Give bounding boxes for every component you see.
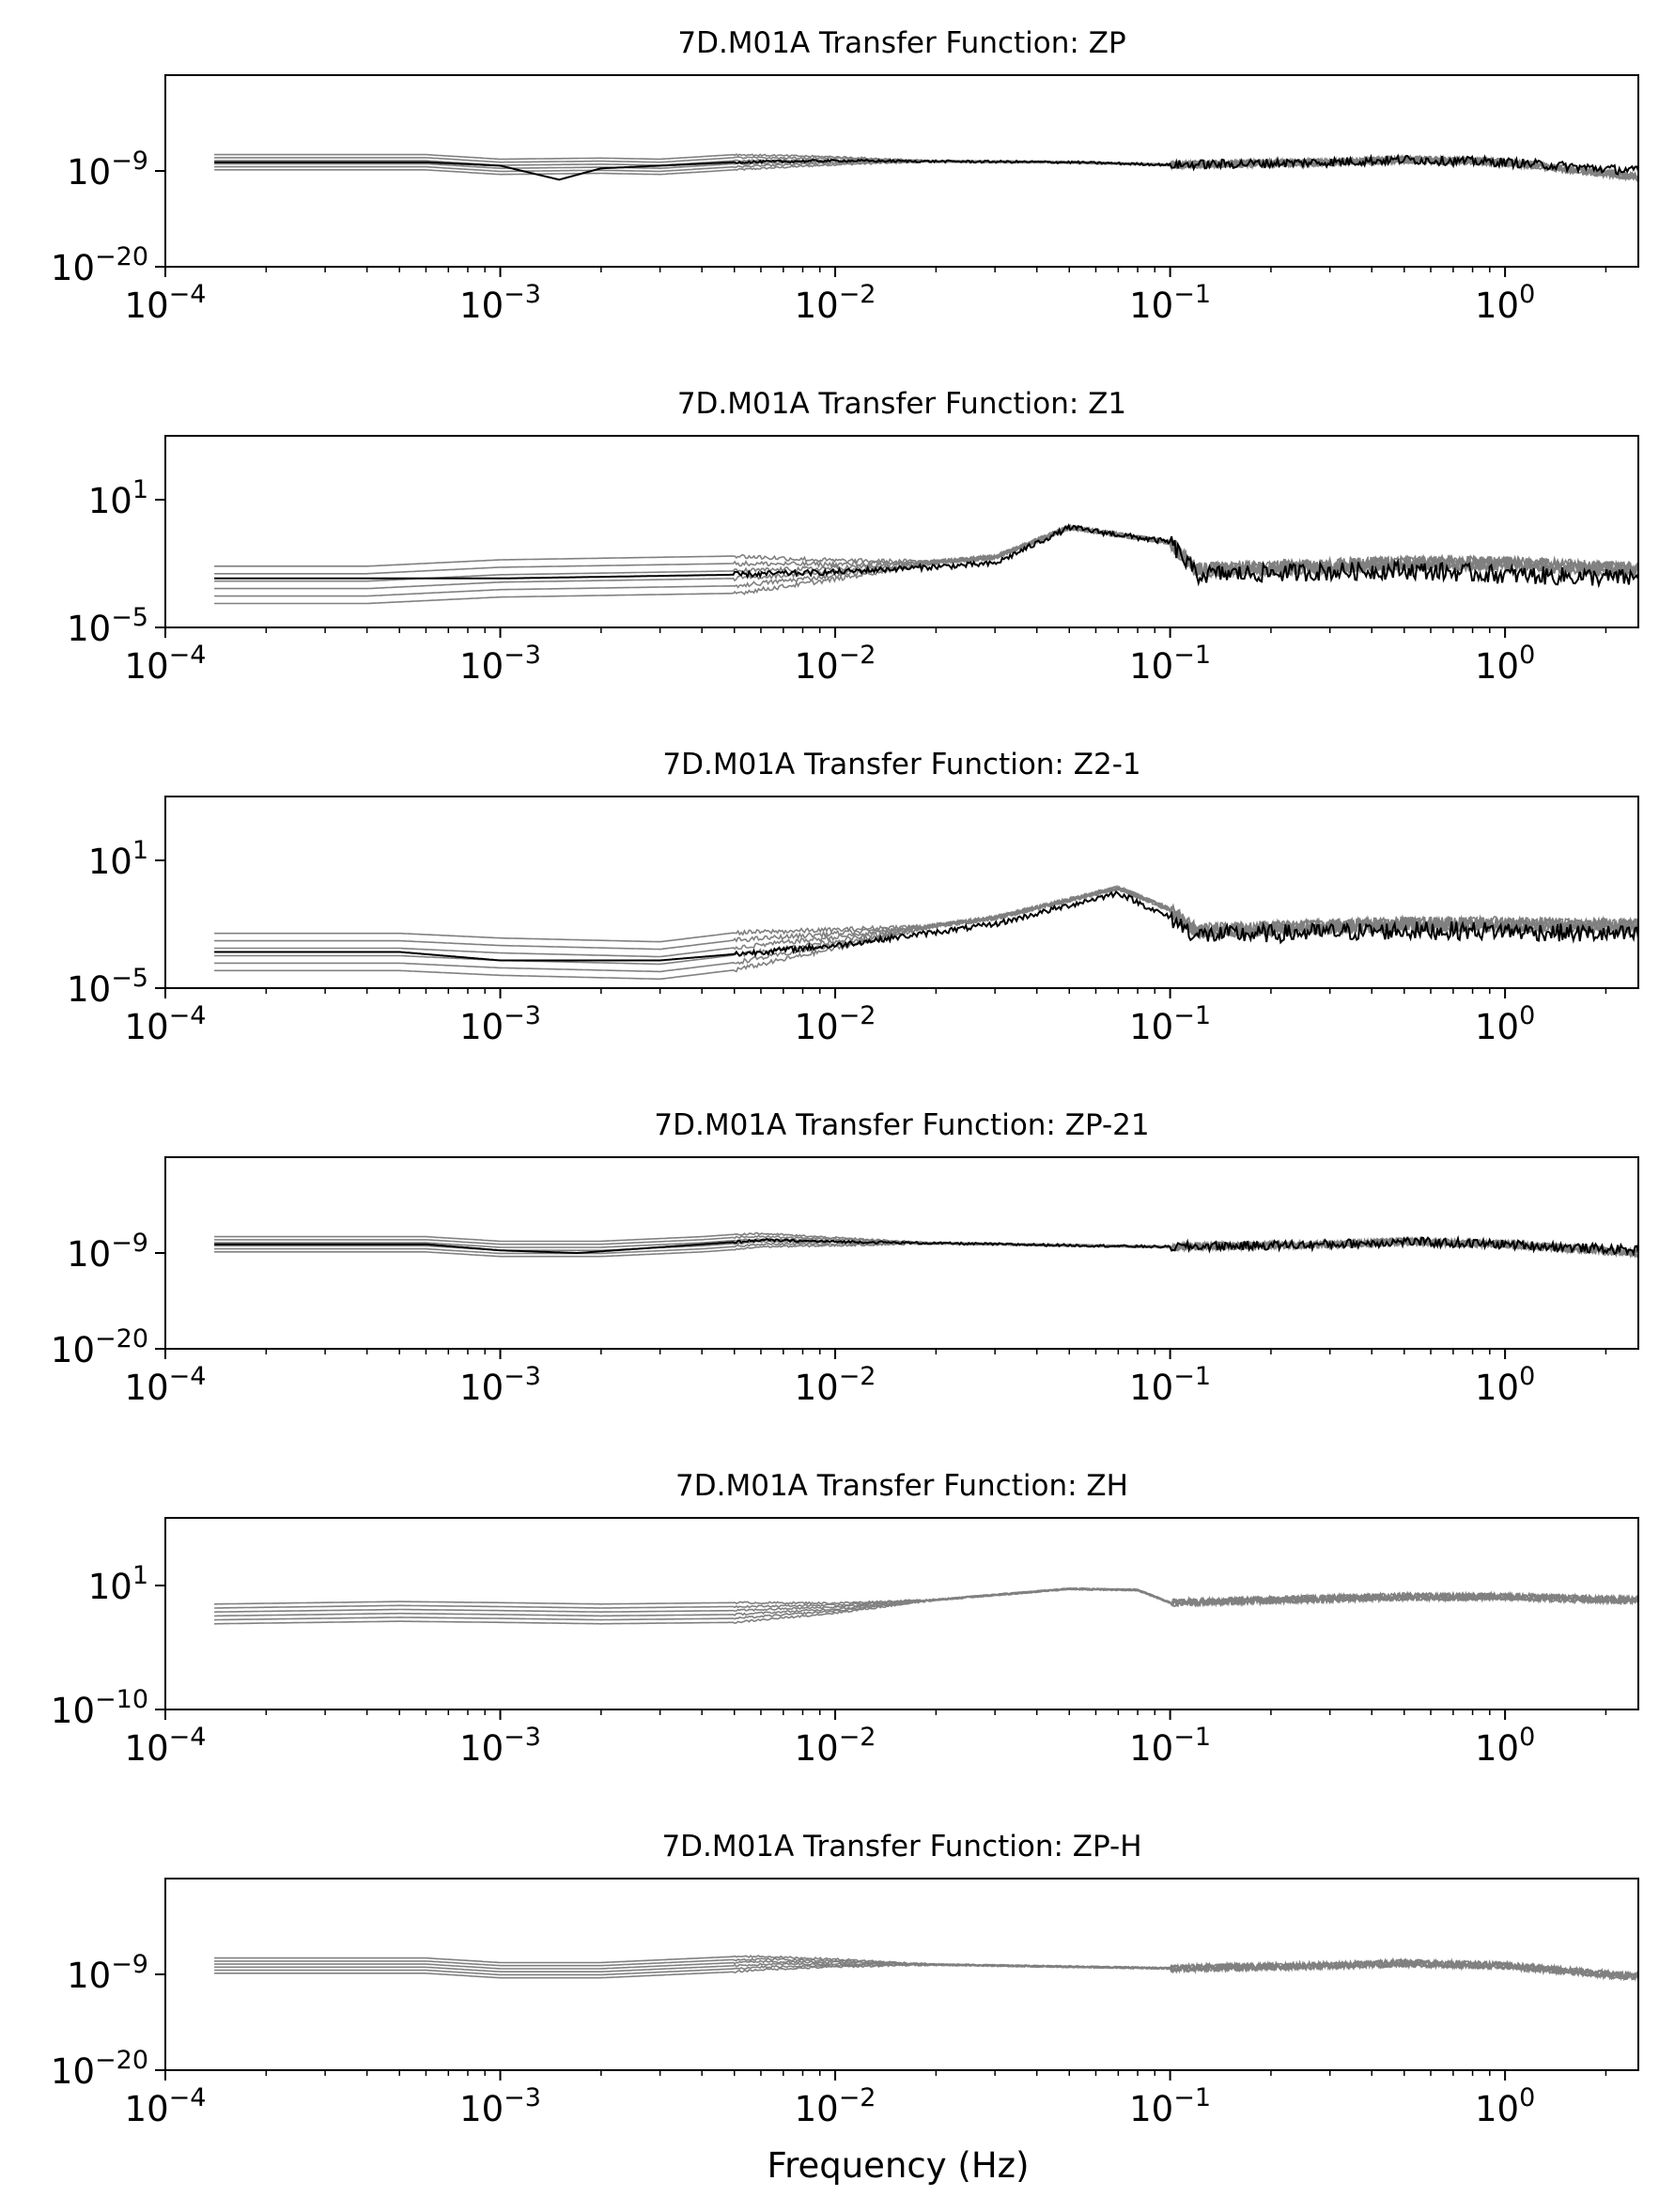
subplot-title: 7D.M01A Transfer Function: ZP — [677, 26, 1125, 60]
subplot-title: 7D.M01A Transfer Function: ZP-21 — [654, 1108, 1149, 1142]
x-axis-label: Frequency (Hz) — [767, 2145, 1029, 2186]
subplot-title: 7D.M01A Transfer Function: ZH — [675, 1469, 1128, 1503]
subplot-title: 7D.M01A Transfer Function: Z2-1 — [662, 748, 1140, 781]
subplot-title: 7D.M01A Transfer Function: ZP-H — [661, 1830, 1141, 1864]
subplot-title: 7D.M01A Transfer Function: Z1 — [677, 387, 1126, 421]
